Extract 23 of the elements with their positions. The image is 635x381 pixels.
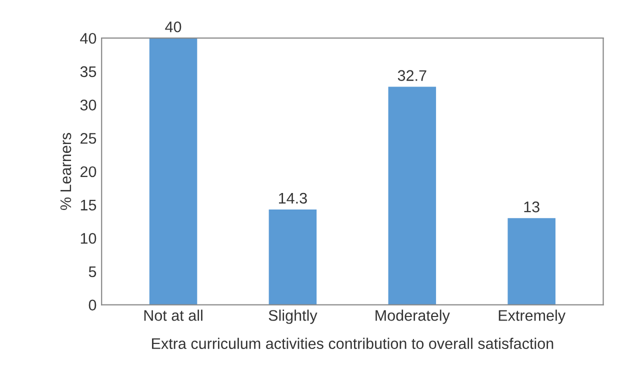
y-tick-label: 5 (88, 266, 96, 278)
x-tick-label: Slightly (268, 310, 318, 324)
data-label: 13 (524, 202, 540, 212)
y-axis-title: % Learners (60, 132, 72, 210)
bar (388, 86, 436, 305)
bar (149, 38, 198, 305)
bar (268, 209, 317, 305)
data-label: 32.7 (398, 70, 426, 81)
y-tick-label: 15 (80, 200, 96, 210)
y-tick-label: 35 (80, 66, 96, 78)
y-tick-label: 30 (80, 100, 96, 110)
data-label: 14.3 (279, 192, 307, 204)
x-axis-title: Extra curriculum activities contribution to overall satisfaction (152, 338, 554, 350)
data-label: 40 (165, 21, 182, 32)
x-tick-label: Not at all (144, 310, 202, 321)
y-tick-label: 20 (80, 166, 96, 178)
bar (508, 218, 556, 305)
x-tick-label: Extremely (498, 310, 566, 324)
y-tick-label: 0 (88, 300, 96, 310)
y-tick-label: 40 (80, 32, 96, 44)
y-tick-label: 10 (80, 232, 96, 244)
x-tick-label: Moderately (376, 310, 450, 324)
y-tick-label: 25 (80, 132, 96, 144)
